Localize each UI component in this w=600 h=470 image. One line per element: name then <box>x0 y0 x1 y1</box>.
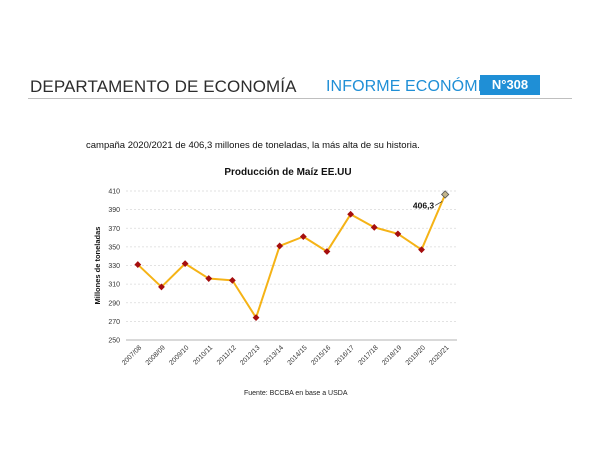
annotation-leader <box>435 201 443 206</box>
y-tick-label: 270 <box>108 319 120 326</box>
data-point <box>347 210 355 218</box>
report-label: INFORME ECONÓMICO <box>326 78 507 95</box>
data-point <box>394 230 402 238</box>
header-divider <box>28 98 572 99</box>
data-point <box>370 223 378 231</box>
data-point <box>323 248 331 255</box>
x-tick-label: 2009/10 <box>168 344 190 366</box>
x-tick-label: 2010/11 <box>192 344 214 366</box>
data-point <box>252 314 260 322</box>
x-tick-label: 2011/12 <box>216 344 238 366</box>
data-point <box>441 190 450 199</box>
report-number-badge: N°308 <box>480 75 540 95</box>
data-point <box>276 242 284 250</box>
y-tick-label: 310 <box>108 282 120 289</box>
intro-text: campaña 2020/2021 de 406,3 millones de t… <box>86 140 420 151</box>
data-point <box>158 283 165 291</box>
x-tick-label: 2020/21 <box>428 344 450 366</box>
y-tick-label: 350 <box>108 244 120 251</box>
data-label: 406,3 <box>413 200 435 210</box>
x-tick-label: 2008/09 <box>145 344 167 366</box>
data-point <box>181 260 189 268</box>
x-tick-label: 2016/17 <box>334 344 356 366</box>
y-tick-label: 410 <box>108 189 120 196</box>
y-tick-label: 250 <box>108 338 120 345</box>
y-tick-label: 370 <box>108 226 120 233</box>
series-line <box>137 194 447 319</box>
data-point <box>228 277 236 284</box>
x-tick-label: 2014/15 <box>286 344 308 366</box>
report-header: DEPARTAMENTO DE ECONOMÍA INFORME ECONÓMI… <box>28 74 572 104</box>
y-tick-label: 390 <box>108 207 120 214</box>
y-tick-label: 330 <box>108 263 120 270</box>
data-point <box>418 246 425 254</box>
x-tick-label: 2007/08 <box>121 344 143 366</box>
data-point <box>299 233 307 241</box>
x-tick-label: 2013/14 <box>263 344 285 366</box>
department-title: DEPARTAMENTO DE ECONOMÍA <box>30 77 297 96</box>
data-point <box>205 275 213 282</box>
x-tick-label: 2017/18 <box>357 344 379 366</box>
y-axis-label: Millones de toneladas <box>93 227 102 305</box>
y-tick-label: 290 <box>108 300 120 307</box>
chart-title: Producción de Maíz EE.UU <box>224 167 352 178</box>
x-tick-label: 2015/16 <box>310 344 332 366</box>
x-tick-label: 2012/13 <box>239 344 261 366</box>
x-tick-label: 2018/19 <box>381 344 403 366</box>
data-point <box>134 261 142 268</box>
x-tick-label: 2019/20 <box>405 344 427 366</box>
chart-source: Fuente: BCCBA en base a USDA <box>244 390 348 397</box>
